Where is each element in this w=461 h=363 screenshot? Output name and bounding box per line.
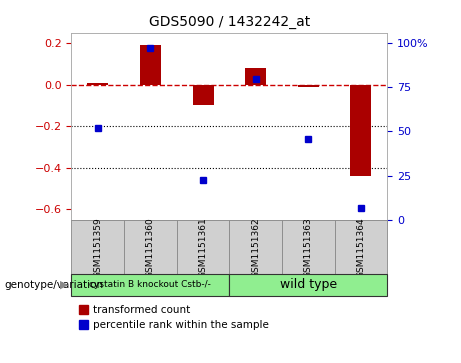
Bar: [193, 85, 213, 105]
Text: genotype/variation: genotype/variation: [5, 280, 104, 290]
Text: GSM1151363: GSM1151363: [304, 217, 313, 278]
Bar: [87, 82, 108, 85]
Bar: [350, 85, 372, 176]
Bar: [140, 45, 161, 85]
Bar: [282, 220, 335, 274]
Bar: [245, 68, 266, 85]
Text: GSM1151362: GSM1151362: [251, 217, 260, 278]
Text: wild type: wild type: [280, 278, 337, 291]
Text: ▶: ▶: [60, 280, 68, 290]
Text: cystatin B knockout Cstb-/-: cystatin B knockout Cstb-/-: [89, 281, 211, 289]
Bar: [124, 220, 177, 274]
Bar: [335, 220, 387, 274]
Legend: transformed count, percentile rank within the sample: transformed count, percentile rank withi…: [77, 303, 271, 332]
Bar: [229, 274, 387, 296]
Text: GSM1151364: GSM1151364: [356, 217, 366, 278]
Text: GSM1151359: GSM1151359: [93, 217, 102, 278]
Text: GSM1151361: GSM1151361: [199, 217, 207, 278]
Bar: [71, 220, 124, 274]
Bar: [177, 220, 229, 274]
Text: GSM1151360: GSM1151360: [146, 217, 155, 278]
Bar: [71, 274, 229, 296]
Bar: [229, 220, 282, 274]
Bar: [298, 85, 319, 87]
Title: GDS5090 / 1432242_at: GDS5090 / 1432242_at: [149, 15, 310, 29]
